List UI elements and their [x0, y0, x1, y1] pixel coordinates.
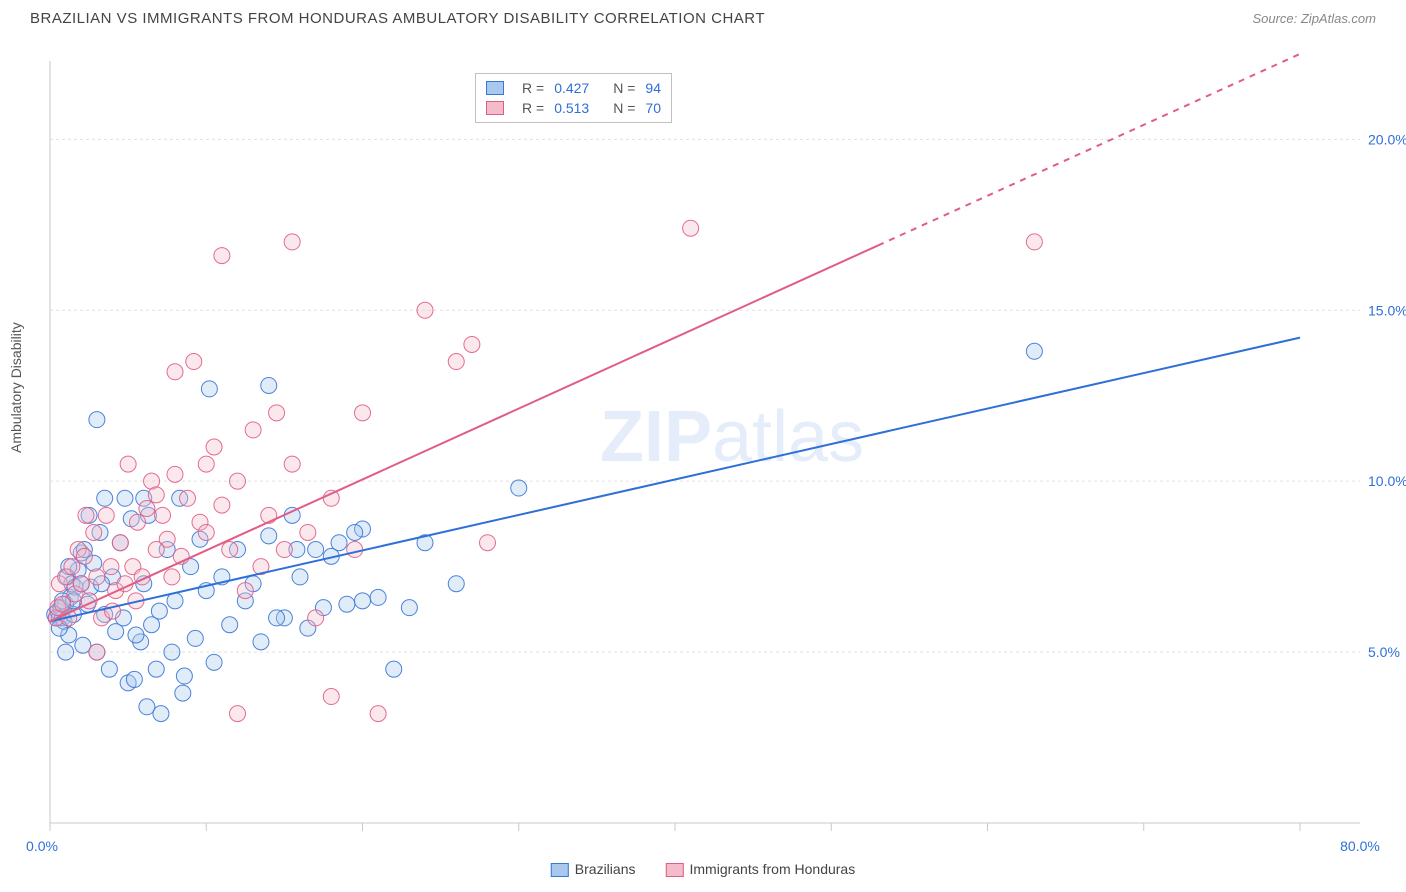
- chart-container: Ambulatory Disability 5.0% 10.0% 15.0% 20.0…: [0, 33, 1406, 883]
- legend-swatch: [551, 863, 569, 877]
- n-label: N =: [613, 100, 635, 116]
- r-value: 0.513: [554, 100, 589, 116]
- r-label: R =: [522, 100, 544, 116]
- source-name: ZipAtlas.com: [1301, 11, 1376, 26]
- svg-text:5.0%: 5.0%: [1368, 644, 1400, 660]
- svg-text:0.0%: 0.0%: [26, 838, 58, 853]
- y-axis-label: Ambulatory Disability: [8, 322, 24, 453]
- svg-text:10.0%: 10.0%: [1368, 473, 1406, 489]
- legend-swatch: [486, 81, 504, 95]
- scatter-plot-svg: 5.0% 10.0% 15.0% 20.0% 0.0% 80.0%: [0, 33, 1406, 853]
- source-label: Source:: [1252, 11, 1300, 26]
- svg-text:20.0%: 20.0%: [1368, 131, 1406, 147]
- legend-swatch: [486, 101, 504, 115]
- page-title: BRAZILIAN VS IMMIGRANTS FROM HONDURAS AM…: [30, 10, 765, 27]
- r-label: R =: [522, 80, 544, 96]
- n-label: N =: [613, 80, 635, 96]
- n-value: 94: [645, 80, 661, 96]
- correlation-legend-row: R = 0.513 N = 70: [486, 98, 661, 118]
- correlation-legend: R = 0.427 N = 94 R = 0.513 N = 70: [475, 73, 672, 123]
- series-legend: Brazilians Immigrants from Honduras: [551, 861, 855, 877]
- svg-text:80.0%: 80.0%: [1340, 838, 1380, 853]
- series-legend-item: Brazilians: [551, 861, 636, 877]
- series-legend-item: Immigrants from Honduras: [665, 861, 855, 877]
- legend-swatch: [665, 863, 683, 877]
- legend-label: Immigrants from Honduras: [689, 861, 855, 877]
- correlation-legend-row: R = 0.427 N = 94: [486, 78, 661, 98]
- r-value: 0.427: [554, 80, 589, 96]
- n-value: 70: [645, 100, 661, 116]
- legend-label: Brazilians: [575, 861, 636, 877]
- source-attribution: Source: ZipAtlas.com: [1252, 11, 1376, 26]
- svg-text:15.0%: 15.0%: [1368, 302, 1406, 318]
